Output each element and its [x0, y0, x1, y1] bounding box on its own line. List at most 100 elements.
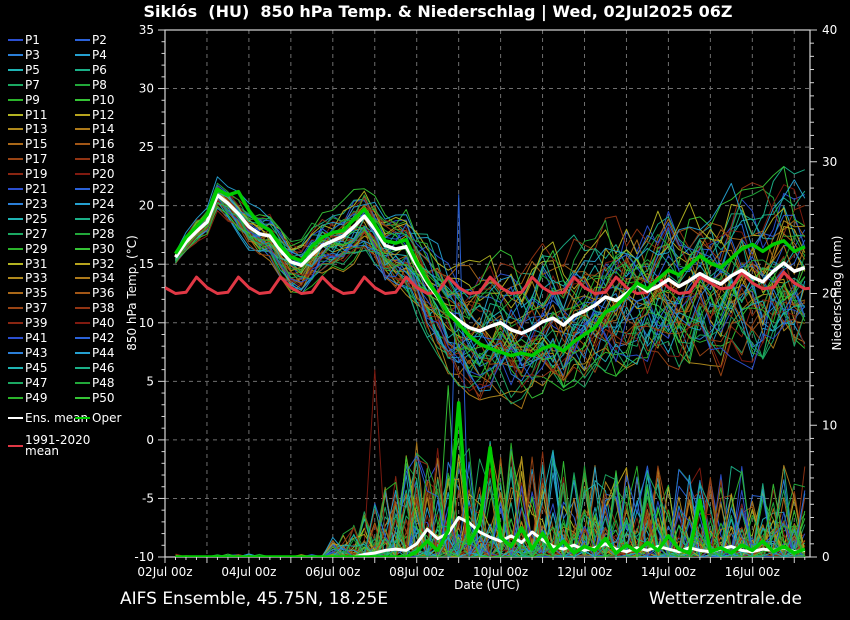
member-temp-line-P40: [175, 200, 806, 392]
legend-item-p35-label: P35: [25, 286, 48, 301]
legend-item-p50-label: P50: [92, 390, 115, 405]
legend-item-p44-swatch: [75, 351, 90, 354]
legend-item-p8-label: P8: [92, 77, 107, 92]
legend-item-p2: P2: [75, 33, 107, 47]
legend-item-p44: P44: [75, 346, 115, 360]
legend-item-p32: P32: [75, 257, 115, 271]
legend-item-p4-label: P4: [92, 47, 107, 62]
member-temp-line-P41: [175, 196, 806, 390]
legend-item-p16: P16: [75, 137, 115, 151]
legend-item-p27-label: P27: [25, 226, 48, 241]
member-precip-line-P44: [175, 474, 806, 557]
legend-item-p7: P7: [8, 78, 40, 92]
legend-item-p2-label: P2: [92, 33, 107, 47]
y-right-tick-label: 0: [822, 550, 830, 564]
legend-item-p5-swatch: [8, 68, 23, 71]
legend-item-p9-label: P9: [25, 92, 40, 107]
legend-item-p22: P22: [75, 182, 115, 196]
member-precip-line-P49: [175, 468, 806, 557]
legend-item-p29-swatch: [8, 247, 23, 250]
legend-item-p3-swatch: [8, 53, 23, 56]
legend-item-p15: P15: [8, 137, 48, 151]
y-right-tick-label: 30: [822, 155, 837, 169]
y-left-tick-label: 30: [139, 82, 154, 96]
x-tick-label: 06Jul 00z: [305, 565, 360, 579]
member-precip-line-P19: [175, 467, 805, 557]
member-temp-line-P36: [175, 193, 806, 378]
legend-item-p15-swatch: [8, 143, 23, 146]
x-tick-label: 08Jul 00z: [389, 565, 444, 579]
legend-item-p37-label: P37: [25, 301, 48, 316]
legend-item-p42: P42: [75, 331, 115, 345]
chart-title: Siklós (HU) 850 hPa Temp. & Niederschlag…: [143, 2, 733, 21]
ens-mean-temp-line: [174, 193, 806, 336]
y-left-tick-label: 20: [139, 199, 154, 213]
y-right-axis-title: Niederschlag (mm): [830, 236, 844, 351]
legend-item-p13-swatch: [8, 128, 23, 131]
legend-item-p2-swatch: [75, 39, 90, 41]
legend-item-p45: P45: [8, 361, 48, 375]
y-right-tick-label: 20: [822, 287, 837, 301]
legend-item-p25: P25: [8, 212, 48, 226]
legend-item-p4: P4: [75, 48, 107, 62]
legend-item-p33-swatch: [8, 277, 23, 280]
legend-item-p9: P9: [8, 93, 40, 107]
x-axis-title: Date (UTC): [454, 578, 520, 592]
legend-item-p47-label: P47: [25, 375, 48, 390]
legend-item-oper: Oper: [75, 411, 121, 425]
member-temp-line-P46: [175, 192, 806, 339]
y-left-tick-label: 15: [139, 257, 154, 271]
legend: P1 P2 P3 P4 P5 P6 P7 P8 P9 P10 P11 P12 P13 P14 P15 P16 P…: [0, 0, 160, 560]
legend-item-p43-label: P43: [25, 345, 48, 360]
legend-item-p21-label: P21: [25, 182, 48, 196]
legend-item-p25-label: P25: [25, 211, 48, 226]
legend-item-p30: P30: [75, 242, 115, 256]
legend-item-p1-swatch: [8, 39, 23, 41]
legend-item-p24-label: P24: [92, 196, 115, 211]
x-tick-label: 16Jul 00z: [725, 565, 780, 579]
member-precip-line-P36: [175, 457, 806, 557]
legend-item-ens-mean-label: Ens. mean: [25, 410, 89, 425]
legend-item-p23: P23: [8, 197, 48, 211]
legend-item-p19-label: P19: [25, 167, 48, 182]
oper-precip-line: [175, 401, 806, 557]
legend-item-p29-label: P29: [25, 241, 48, 256]
legend-item-p36-swatch: [75, 292, 90, 295]
member-precip-line-P39: [175, 476, 805, 557]
legend-item-oper-label: Oper: [92, 410, 122, 425]
legend-item-p24-swatch: [75, 202, 90, 205]
member-precip-line-P46: [175, 461, 805, 557]
legend-item-p48-swatch: [75, 381, 90, 384]
member-temp-line-P44: [175, 176, 806, 326]
legend-item-p45-label: P45: [25, 360, 48, 375]
member-precip-line-P40: [175, 447, 805, 557]
legend-item-p41-label: P41: [25, 331, 48, 345]
legend-item-p37: P37: [8, 301, 48, 315]
y-right-tick-label: 10: [822, 418, 837, 432]
legend-item-p40-label: P40: [92, 316, 115, 331]
legend-item-p6-swatch: [75, 68, 90, 71]
member-temp-line-P48: [175, 191, 805, 320]
legend-item-p19-swatch: [8, 173, 23, 176]
legend-item-p45-swatch: [8, 366, 23, 369]
watermark-label: Wetterzentrale.de: [648, 589, 802, 609]
legend-item-p27-swatch: [8, 232, 23, 235]
legend-item-p27: P27: [8, 227, 48, 241]
legend-item-p16-label: P16: [92, 137, 115, 152]
x-tick-label: 04Jul 00z: [221, 565, 276, 579]
legend-item-p46: P46: [75, 361, 115, 375]
legend-item-p41-swatch: [8, 337, 23, 339]
y-left-tick-label: -10: [134, 550, 154, 564]
legend-item-p6-label: P6: [92, 62, 107, 77]
legend-item-p23-label: P23: [25, 196, 48, 211]
legend-item-p36: P36: [75, 286, 115, 300]
legend-item-p31-label: P31: [25, 256, 48, 271]
member-precip-line-P13: [175, 458, 806, 557]
legend-item-p35: P35: [8, 286, 48, 300]
y-left-tick-label: -5: [142, 491, 154, 505]
y-left-tick-label: 35: [139, 23, 154, 37]
member-temp-line-P27: [175, 192, 806, 368]
legend-item-p30-swatch: [75, 247, 90, 250]
